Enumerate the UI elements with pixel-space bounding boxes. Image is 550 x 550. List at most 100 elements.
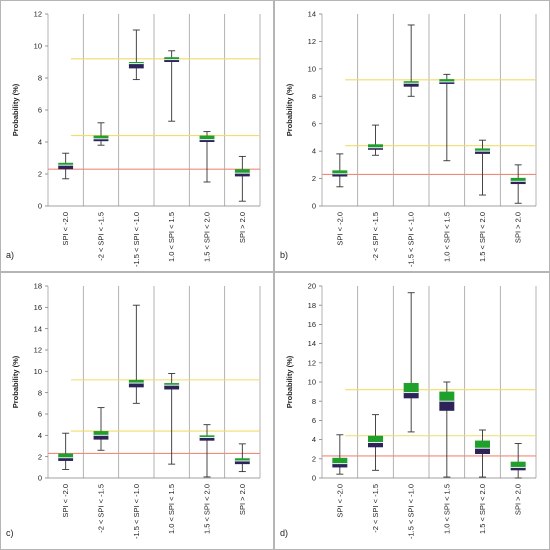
y-tick-label: 8 xyxy=(38,74,42,83)
y-tick-label: 0 xyxy=(312,202,316,211)
box-lower xyxy=(403,83,419,87)
box-upper xyxy=(93,135,109,139)
x-tick-label: SPI > 2.0 xyxy=(514,212,523,243)
box-lower xyxy=(403,392,419,399)
box-lower xyxy=(58,457,74,461)
x-tick-label: SPI < -2.0 xyxy=(61,484,70,518)
box-upper xyxy=(403,81,419,84)
y-tick-label: 6 xyxy=(312,416,316,425)
box-upper xyxy=(199,435,215,438)
box-lower xyxy=(199,139,215,142)
x-tick-label: -2 < SPI < -1.5 xyxy=(97,484,106,533)
box-lower xyxy=(475,151,490,154)
y-axis-label: Probability (%) xyxy=(285,355,294,408)
x-tick-label: 1.0 < SPI < 1.5 xyxy=(167,212,176,262)
box-lower xyxy=(368,442,383,448)
x-tick-label: -1.5 < SPI < -1.0 xyxy=(132,484,141,539)
y-tick-label: 4 xyxy=(38,431,42,440)
box-upper xyxy=(234,458,250,461)
x-tick-label: 1.0 < SPI < 1.5 xyxy=(442,212,451,262)
box-lower xyxy=(475,448,490,454)
box-upper xyxy=(58,453,74,458)
x-tick-label: SPI < -2.0 xyxy=(335,212,344,246)
box-upper xyxy=(439,391,455,402)
y-tick-label: 12 xyxy=(34,346,42,355)
y-tick-label: 14 xyxy=(308,10,316,19)
box-upper xyxy=(510,461,526,468)
box-upper xyxy=(128,379,144,384)
panel-label: c) xyxy=(6,528,14,538)
box-lower xyxy=(510,181,526,185)
box-lower xyxy=(128,63,144,69)
y-tick-label: 6 xyxy=(38,410,42,419)
y-tick-label: 18 xyxy=(34,282,42,291)
box-upper xyxy=(368,144,383,148)
box-upper xyxy=(510,177,526,182)
box-lower xyxy=(58,165,74,170)
x-tick-label: -1.5 < SPI < -1.0 xyxy=(407,484,416,539)
box-upper xyxy=(332,170,348,174)
box-upper xyxy=(164,383,180,386)
x-tick-label: SPI > 2.0 xyxy=(238,212,247,243)
box-lower xyxy=(93,138,109,142)
x-tick-label: 1.5 < SPI < 2.0 xyxy=(478,484,487,534)
y-tick-label: 2 xyxy=(312,454,316,463)
x-tick-label: 1.0 < SPI < 1.5 xyxy=(442,484,451,534)
y-tick-label: 6 xyxy=(312,119,316,128)
panel-a: 0 2 4 6 8 10 12 Probability (%) SPI < -2.0 -2 < S… xyxy=(0,0,274,272)
y-tick-label: 16 xyxy=(308,320,316,329)
y-axis-label: Probability (%) xyxy=(11,83,20,136)
y-tick-label: 18 xyxy=(308,301,316,310)
x-tick-label: -2 < SPI < -1.5 xyxy=(371,484,380,533)
y-tick-label: 2 xyxy=(312,174,316,183)
y-tick-label: 0 xyxy=(38,474,42,483)
y-tick-label: 6 xyxy=(38,106,42,115)
y-tick-label: 4 xyxy=(312,147,316,156)
y-tick-label: 14 xyxy=(308,339,316,348)
box-lower xyxy=(332,173,348,177)
panel-b: 0 2 4 6 8 10 12 14 Probability (%) SPI < -2.0 -2 <… xyxy=(274,0,550,272)
x-tick-label: -1.5 < SPI < -1.0 xyxy=(132,212,141,267)
x-tick-label: -2 < SPI < -1.5 xyxy=(371,212,380,261)
x-tick-label: -1.5 < SPI < -1.0 xyxy=(407,212,416,267)
box-upper xyxy=(128,62,144,64)
y-tick-label: 8 xyxy=(312,92,316,101)
y-tick-label: 14 xyxy=(34,324,42,333)
box-lower xyxy=(368,147,383,150)
box-upper xyxy=(58,162,74,166)
y-tick-label: 10 xyxy=(308,378,316,387)
y-tick-label: 2 xyxy=(38,452,42,461)
x-tick-label: SPI > 2.0 xyxy=(238,484,247,515)
y-axis-label: Probability (%) xyxy=(11,355,20,408)
box-lower xyxy=(332,463,348,468)
x-tick-label: 1.0 < SPI < 1.5 xyxy=(167,484,176,534)
y-tick-label: 12 xyxy=(308,37,316,46)
y-tick-label: 10 xyxy=(34,367,42,376)
box-lower xyxy=(234,173,250,177)
box-lower xyxy=(234,460,250,465)
panel-label: b) xyxy=(280,250,288,260)
box-lower xyxy=(164,385,180,390)
y-tick-label: 12 xyxy=(34,10,42,19)
box-lower xyxy=(439,81,455,84)
x-tick-label: SPI < -2.0 xyxy=(61,212,70,246)
y-tick-label: 0 xyxy=(312,474,316,483)
panel-label: a) xyxy=(6,250,14,260)
panel-border xyxy=(0,0,274,272)
box-upper xyxy=(403,382,419,393)
y-tick-label: 10 xyxy=(308,64,316,73)
x-tick-label: SPI > 2.0 xyxy=(514,484,523,515)
box-upper xyxy=(332,457,348,464)
box-upper xyxy=(475,148,490,152)
x-tick-label: 1.5 < SPI < 2.0 xyxy=(478,212,487,262)
y-tick-label: 8 xyxy=(38,388,42,397)
panel-c: 0 2 4 6 8 10 12 14 16 18 Probability (%) SPI < -2.0… xyxy=(0,272,274,550)
y-tick-label: 8 xyxy=(312,397,316,406)
box-upper xyxy=(93,431,109,436)
panel-label: d) xyxy=(280,528,288,538)
box-upper xyxy=(368,435,383,443)
box-upper xyxy=(475,440,490,449)
box-lower xyxy=(439,401,455,411)
x-tick-label: SPI < -2.0 xyxy=(335,484,344,518)
